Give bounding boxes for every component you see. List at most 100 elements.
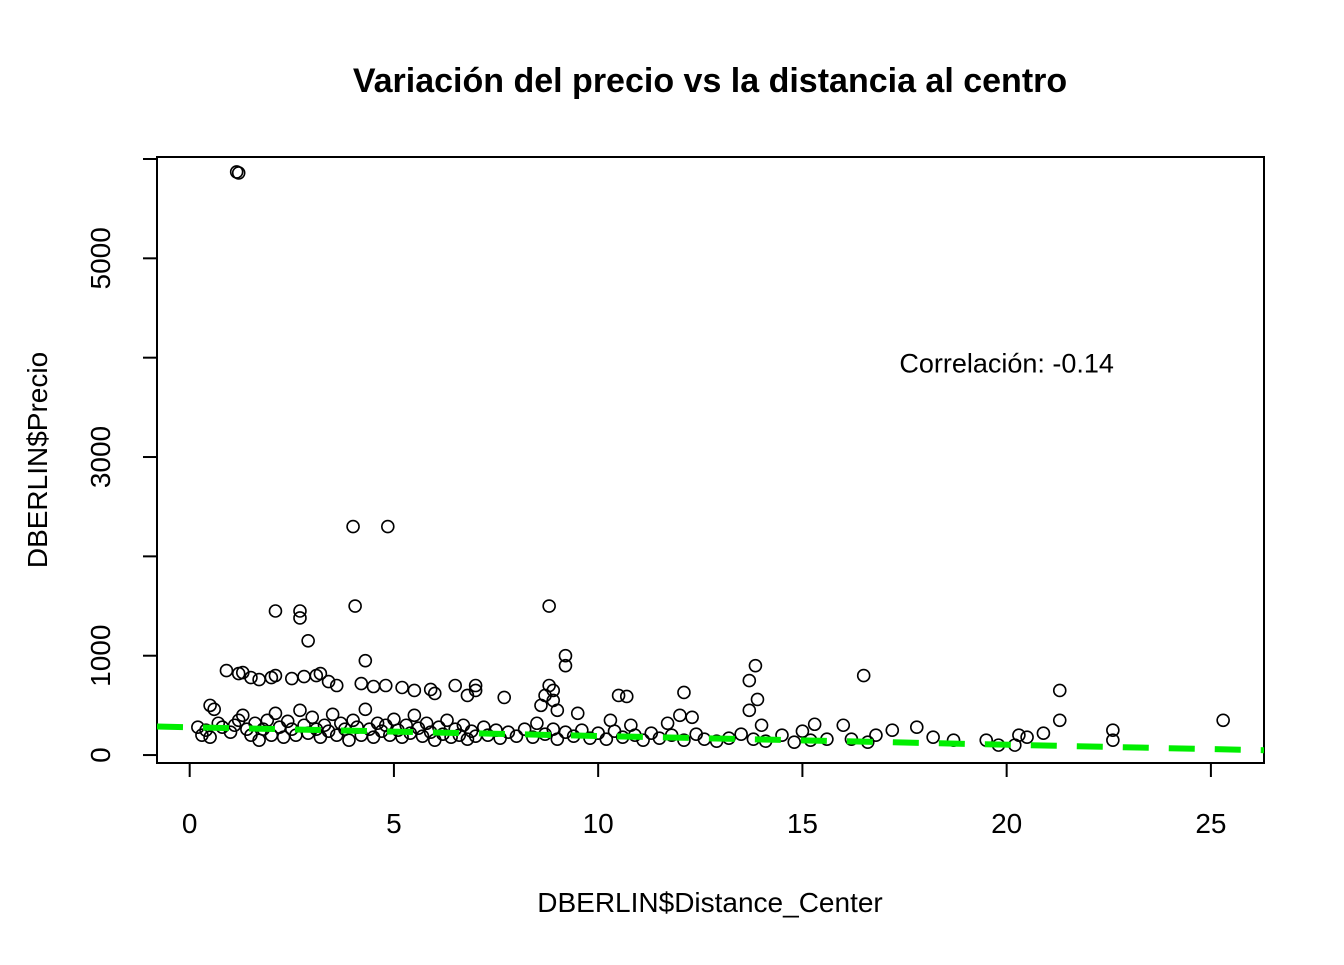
data-point — [346, 519, 360, 534]
trend-line-group — [156, 723, 1265, 754]
data-point — [407, 683, 422, 698]
data-point — [748, 658, 763, 673]
data-point — [358, 653, 373, 668]
data-point — [885, 723, 900, 738]
data-point — [673, 708, 687, 723]
data-point — [285, 671, 299, 686]
data-point — [252, 672, 266, 687]
x-tick-label: 25 — [1195, 808, 1226, 839]
y-tick-label: 1000 — [85, 625, 116, 687]
data-point — [321, 724, 336, 739]
y-axis: 0 1000 3000 5000 — [85, 157, 158, 763]
data-point — [550, 703, 565, 718]
data-point — [619, 689, 634, 704]
data-point — [509, 729, 524, 743]
data-point — [517, 722, 532, 737]
x-tick-label: 15 — [787, 808, 818, 839]
data-point — [366, 679, 381, 694]
data-point — [395, 680, 409, 695]
data-point — [734, 727, 748, 741]
data-point — [1052, 713, 1067, 728]
data-point — [423, 682, 438, 697]
x-tick-label: 0 — [182, 808, 198, 839]
data-point — [235, 708, 250, 723]
data-point — [448, 678, 462, 693]
x-tick-label: 20 — [991, 808, 1022, 839]
data-point — [558, 725, 573, 740]
data-point — [795, 724, 810, 739]
data-point — [309, 668, 324, 683]
data-point — [305, 710, 320, 725]
y-axis-title: DBERLIN$Precio — [22, 352, 53, 568]
data-point — [570, 706, 585, 721]
data-point — [550, 732, 565, 746]
data-point — [325, 707, 340, 722]
data-points — [191, 165, 1230, 752]
correlation-annotation: Correlación: -0.14 — [899, 349, 1114, 379]
data-point — [660, 716, 675, 731]
trend-line — [156, 723, 1265, 754]
x-axis: 0 5 10 15 20 25 — [182, 763, 1226, 839]
data-point — [268, 604, 283, 618]
data-point — [558, 648, 573, 663]
data-point — [1036, 726, 1051, 740]
x-tick-label: 10 — [583, 808, 614, 839]
data-point — [358, 702, 373, 717]
x-axis-title: DBERLIN$Distance_Center — [537, 887, 883, 918]
data-point — [775, 728, 789, 742]
data-point — [321, 674, 336, 689]
y-tick-label: 5000 — [85, 227, 116, 289]
data-point — [346, 713, 360, 728]
data-point — [370, 716, 385, 731]
data-point — [231, 166, 246, 180]
data-point — [203, 730, 217, 744]
data-point — [460, 688, 475, 703]
data-point — [407, 708, 422, 723]
data-point — [1216, 713, 1230, 728]
data-point — [742, 673, 757, 688]
data-point — [530, 716, 544, 731]
y-tick-label: 0 — [85, 747, 116, 763]
data-point — [342, 733, 356, 747]
data-point — [836, 718, 851, 733]
data-point — [293, 611, 307, 625]
data-point — [329, 678, 344, 693]
data-point — [427, 686, 442, 701]
data-point — [348, 599, 362, 613]
data-point — [415, 729, 430, 743]
data-point — [380, 519, 395, 534]
data-point — [268, 668, 283, 683]
data-point — [293, 604, 307, 618]
data-point — [742, 703, 757, 718]
data-point — [219, 663, 234, 678]
data-point — [1052, 683, 1067, 698]
y-tick-label: 3000 — [85, 426, 116, 488]
data-point — [558, 658, 573, 673]
data-point — [926, 730, 940, 744]
data-point — [611, 688, 626, 703]
data-point — [677, 685, 691, 700]
data-point — [440, 713, 454, 728]
x-tick-label: 5 — [386, 808, 402, 839]
data-point — [268, 706, 283, 721]
data-point — [542, 599, 556, 613]
data-point — [354, 676, 369, 691]
data-point — [1106, 723, 1120, 738]
data-point — [1106, 733, 1120, 747]
data-point — [223, 725, 238, 740]
data-point — [754, 718, 769, 733]
data-point — [297, 669, 311, 684]
data-point — [1020, 730, 1034, 744]
plot-area-frame — [156, 156, 1265, 764]
data-point — [909, 720, 924, 735]
data-point — [497, 690, 512, 705]
data-point — [1012, 728, 1026, 742]
data-point — [293, 703, 307, 718]
data-point — [685, 710, 699, 725]
data-point — [599, 732, 614, 746]
data-point — [419, 716, 434, 731]
data-point — [378, 678, 393, 693]
chart-title: Variación del precio vs la distancia al … — [353, 62, 1067, 100]
data-point — [869, 728, 883, 742]
